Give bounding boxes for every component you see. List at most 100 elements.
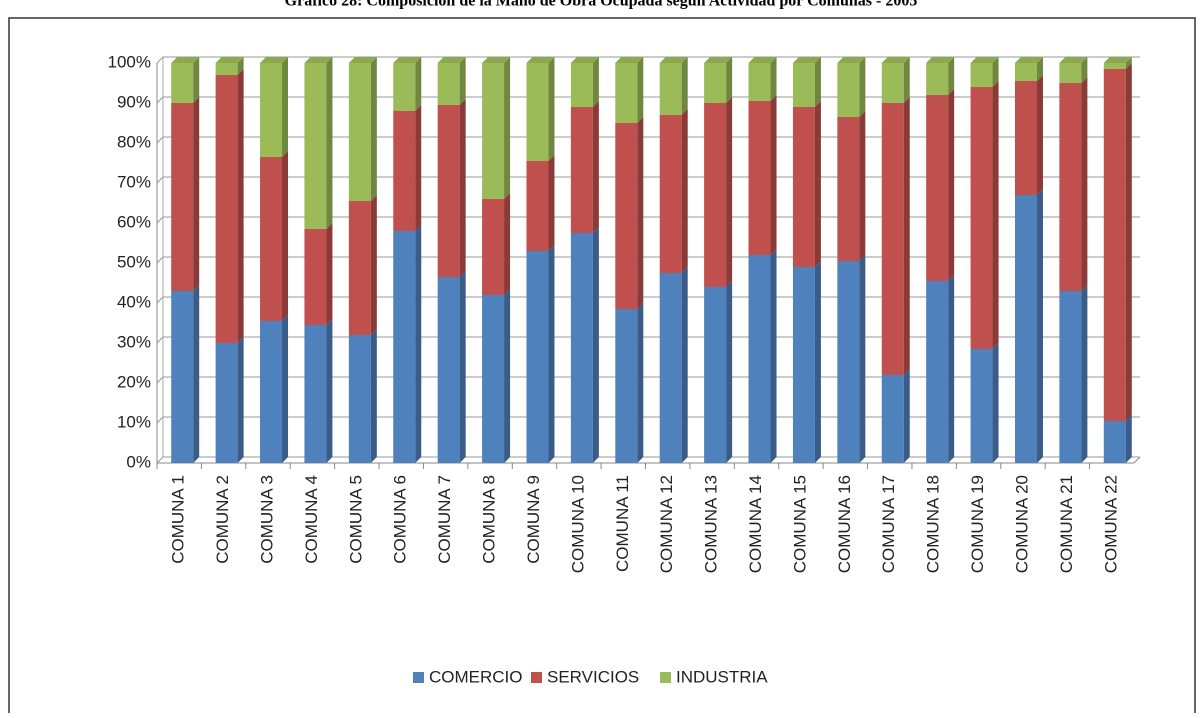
bar-segment	[881, 57, 910, 103]
bar-side	[370, 195, 377, 335]
bar-side	[726, 57, 733, 103]
bar-side	[370, 329, 377, 463]
x-tick-label: COMUNA 20	[1012, 475, 1031, 573]
bar-segment	[348, 195, 377, 335]
bar-segment	[1014, 75, 1043, 195]
bar-side	[1125, 63, 1132, 421]
bar-side	[903, 57, 910, 103]
bar-front	[1059, 63, 1082, 83]
y-tick-label: 80%	[117, 132, 151, 151]
bar-side	[637, 117, 644, 309]
bar-segment	[304, 319, 333, 463]
bar-segment	[837, 111, 866, 261]
bar-segment	[615, 117, 644, 309]
bar-side	[370, 57, 377, 201]
bar-side	[770, 249, 777, 463]
bar-top	[926, 57, 955, 63]
bar-front	[482, 63, 505, 199]
bar-front	[837, 261, 860, 463]
bar-segment	[215, 337, 244, 463]
bar-front	[393, 111, 416, 231]
bar-side	[592, 57, 599, 107]
bar-segment	[881, 369, 910, 463]
bar-side	[592, 101, 599, 233]
bar-side	[282, 151, 289, 321]
bar-front	[1103, 421, 1126, 463]
bar-front	[748, 255, 771, 463]
bar-side	[948, 89, 955, 281]
chart-title: Gráfico 28: Composición de la Mano de Ob…	[285, 0, 918, 10]
x-tick-label: COMUNA 12	[657, 475, 676, 573]
bar-side	[548, 57, 555, 161]
bar-segment	[615, 57, 644, 123]
bar-top	[348, 57, 377, 63]
x-tick-label: COMUNA 17	[879, 475, 898, 573]
bar-segment	[526, 57, 555, 161]
bar-segment	[570, 101, 599, 233]
bar-front	[881, 63, 904, 103]
bar-side	[459, 99, 466, 277]
x-tick-label: COMUNA 6	[391, 475, 410, 564]
bar-front	[215, 75, 238, 343]
bar-front	[570, 233, 593, 463]
bar-segment	[526, 155, 555, 251]
bar-top	[1014, 57, 1043, 63]
bar-segment	[171, 285, 200, 463]
bar-segment	[171, 57, 200, 103]
bar-side	[504, 289, 511, 463]
bar-front	[1103, 69, 1126, 421]
bar-segment	[748, 95, 777, 255]
bar-segment	[1014, 57, 1043, 81]
bar-segment	[437, 99, 466, 277]
y-tick-label: 60%	[117, 212, 151, 231]
x-tick-label: COMUNA 1	[169, 475, 188, 564]
bar-top	[260, 57, 289, 63]
bar-side	[1125, 57, 1132, 69]
x-tick-label: COMUNA 22	[1101, 475, 1120, 573]
y-tick-label: 10%	[117, 412, 151, 431]
x-tick-label: COMUNA 9	[524, 475, 543, 564]
bar-top	[526, 57, 555, 63]
bar-front	[260, 157, 283, 321]
bar-segment	[260, 315, 289, 463]
bar-segment	[393, 57, 422, 111]
legend-swatch	[660, 672, 671, 683]
bar-side	[814, 261, 821, 463]
bar-segment	[1059, 285, 1088, 463]
bar-side	[637, 303, 644, 463]
bar-side	[193, 57, 200, 103]
bar-front	[171, 63, 194, 103]
legend-swatch	[531, 672, 542, 683]
bar-front	[615, 123, 638, 309]
bar-front	[659, 273, 682, 463]
bar-side	[1036, 189, 1043, 463]
bar-front	[792, 63, 815, 107]
x-tick-label: COMUNA 19	[968, 475, 987, 573]
bar-side	[859, 111, 866, 261]
bar-side	[992, 343, 999, 463]
bar-segment	[171, 97, 200, 291]
bar-segment	[837, 255, 866, 463]
bar-front	[393, 231, 416, 463]
bar-segment	[1059, 77, 1088, 291]
bar-top	[437, 57, 466, 63]
bar-segment	[1059, 57, 1088, 83]
bar-segment	[1103, 63, 1132, 421]
bar-front	[704, 103, 727, 287]
bar-top	[704, 57, 733, 63]
bar-side	[1036, 75, 1043, 195]
bar-side	[592, 227, 599, 463]
bar-segment	[837, 57, 866, 117]
bar-segment	[615, 303, 644, 463]
bar-front	[1059, 83, 1082, 291]
bar-segment	[792, 101, 821, 267]
bar-front	[171, 291, 194, 463]
bar-side	[459, 271, 466, 463]
bar-side	[1125, 415, 1132, 463]
bar-side	[193, 97, 200, 291]
bar-top	[837, 57, 866, 63]
legend-swatch	[413, 672, 424, 683]
x-tick-label: COMUNA 13	[702, 475, 721, 573]
bar-side	[548, 155, 555, 251]
bar-front	[570, 107, 593, 233]
